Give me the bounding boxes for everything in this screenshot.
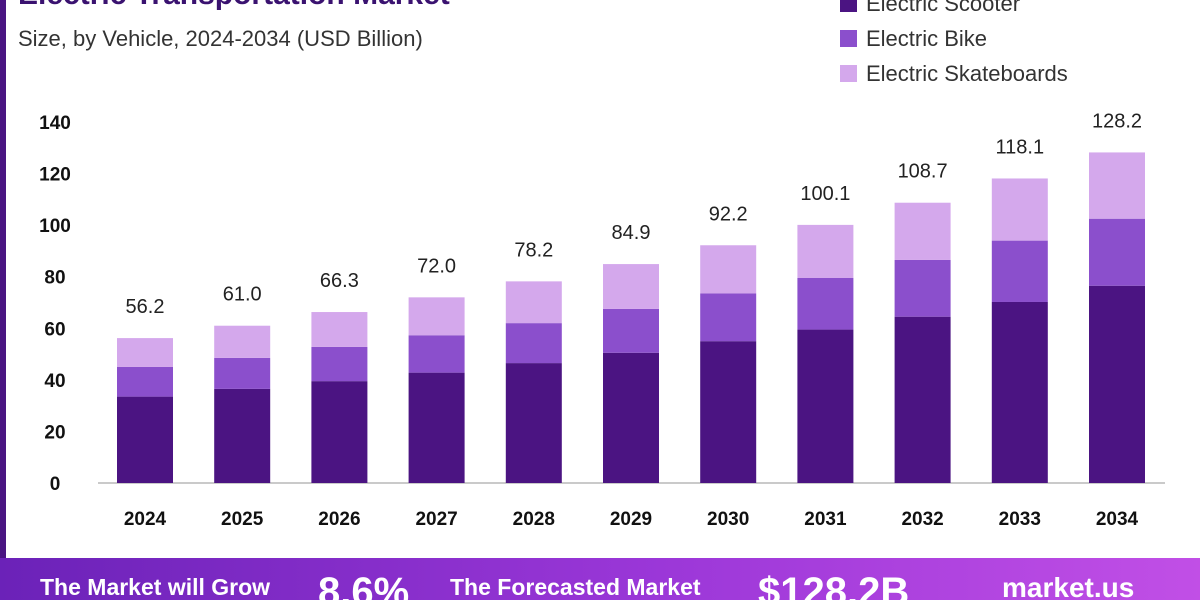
y-tick-label: 100 xyxy=(39,216,71,237)
bar-total-label: 78.2 xyxy=(514,239,553,261)
bar-segment-bike xyxy=(1089,218,1145,286)
bar-total-label: 66.3 xyxy=(320,270,359,292)
bar-total-label: 108.7 xyxy=(898,161,948,183)
bar-segment-scooter xyxy=(214,388,271,483)
legend-label: Electric Skateboards xyxy=(866,60,1068,86)
x-tick-label: 2024 xyxy=(124,509,167,530)
bar-segment-skateboards xyxy=(311,312,368,347)
legend-item-bike: Electric Bike xyxy=(840,21,1068,56)
y-tick-label: 140 xyxy=(39,113,71,134)
bar-segment-scooter xyxy=(991,301,1048,483)
chart-subtitle: Size, by Vehicle, 2024-2034 (USD Billion… xyxy=(18,26,423,51)
bar-total-label: 92.2 xyxy=(709,203,748,225)
bar-segment-skateboards xyxy=(894,202,951,260)
y-tick-label: 120 xyxy=(39,165,71,186)
legend-item-scooter: Electric Scooter xyxy=(840,0,1068,21)
left-frame-bar xyxy=(0,0,6,560)
footer-forecast-value: $128.2B xyxy=(758,570,910,600)
footer-cagr: 8.6% xyxy=(318,570,410,600)
legend-label: Electric Scooter xyxy=(866,0,1021,16)
bar-segment-scooter xyxy=(1089,285,1145,483)
bar-segment-scooter xyxy=(311,381,368,483)
bar-segment-skateboards xyxy=(797,224,854,279)
bar-segment-scooter xyxy=(505,363,562,483)
footer-grow-text: The Market will Grow xyxy=(40,574,271,600)
bar-segment-scooter xyxy=(894,316,951,483)
y-tick-label: 0 xyxy=(50,474,61,495)
bar-segment-scooter xyxy=(797,329,854,483)
y-tick-label: 80 xyxy=(44,268,65,289)
bar-segment-skateboards xyxy=(700,245,757,294)
bar-total-label: 84.9 xyxy=(612,222,651,244)
bar-total-label: 72.0 xyxy=(417,255,456,277)
x-tick-label: 2030 xyxy=(707,509,749,530)
bar-total-label: 61.0 xyxy=(223,284,262,306)
bar-segment-bike xyxy=(603,308,659,353)
y-tick-label: 60 xyxy=(44,319,65,340)
bar-segment-bike xyxy=(408,335,465,373)
bar-segment-skateboards xyxy=(214,325,271,358)
bar-segment-skateboards xyxy=(505,281,562,324)
x-tick-label: 2034 xyxy=(1096,509,1139,530)
legend-swatch xyxy=(840,65,857,82)
legend-swatch xyxy=(840,0,857,12)
y-tick-label: 40 xyxy=(44,371,65,392)
bar-total-label: 56.2 xyxy=(126,296,165,318)
x-tick-label: 2026 xyxy=(318,509,360,530)
x-tick-label: 2033 xyxy=(999,509,1041,530)
x-tick-label: 2027 xyxy=(415,509,457,530)
y-tick-label: 20 xyxy=(44,422,65,443)
footer-banner: The Market will Grow 8.6% The Forecasted… xyxy=(0,558,1200,600)
x-tick-label: 2032 xyxy=(901,509,943,530)
x-tick-label: 2025 xyxy=(221,509,264,530)
bar-segment-scooter xyxy=(408,372,465,483)
x-tick-label: 2029 xyxy=(610,509,652,530)
bar-segment-skateboards xyxy=(991,178,1048,241)
bar-total-label: 128.2 xyxy=(1092,110,1142,132)
bar-segment-scooter xyxy=(603,352,659,483)
bar-segment-skateboards xyxy=(1089,152,1145,219)
bar-segment-scooter xyxy=(700,341,757,483)
bar-total-label: 100.1 xyxy=(800,183,850,205)
chart-title: Electric Transportation Market xyxy=(18,0,450,12)
bar-segment-scooter xyxy=(117,396,173,483)
bar-segment-bike xyxy=(505,323,562,364)
legend-item-skateboards: Electric Skateboards xyxy=(840,56,1068,91)
x-tick-label: 2028 xyxy=(513,509,555,530)
brand-logo: market.us xyxy=(1002,572,1135,600)
bar-segment-bike xyxy=(214,357,271,389)
bar-segment-skateboards xyxy=(408,297,465,336)
footer-forecast-text: The Forecasted Market xyxy=(450,574,701,600)
legend-swatch xyxy=(840,30,857,47)
x-tick-label: 2031 xyxy=(804,509,847,530)
bar-segment-skateboards xyxy=(603,264,659,309)
legend: Electric Scooter Electric Bike Electric … xyxy=(840,0,1068,91)
bar-total-label: 118.1 xyxy=(996,136,1045,158)
bar-segment-bike xyxy=(700,293,757,342)
bar-segment-bike xyxy=(991,240,1048,302)
bar-segment-skateboards xyxy=(117,338,173,367)
bar-segment-bike xyxy=(894,259,951,317)
bar-segment-bike xyxy=(311,346,368,382)
bar-segment-bike xyxy=(117,366,173,397)
bar-segment-bike xyxy=(797,278,854,330)
legend-label: Electric Bike xyxy=(866,25,988,51)
